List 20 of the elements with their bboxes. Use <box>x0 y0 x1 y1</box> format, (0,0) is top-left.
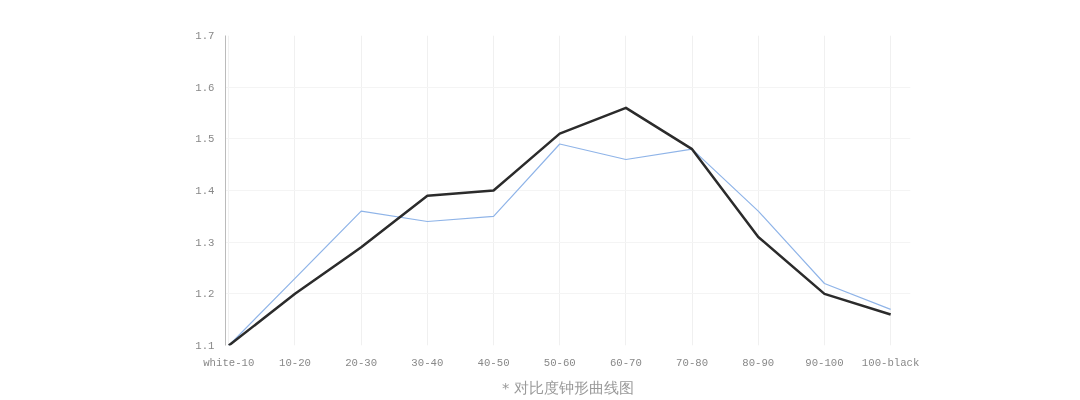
y-tick-label: 1.5 <box>195 133 215 146</box>
x-tick-label: 30-40 <box>411 356 444 369</box>
x-tick-label: white-10 <box>203 356 255 369</box>
y-tick-label: 1.3 <box>195 236 215 249</box>
y-tick-label: 1.6 <box>195 81 215 94</box>
y-tick-label: 1.2 <box>195 288 215 301</box>
x-tick-label: 50-60 <box>543 356 576 369</box>
x-tick-label: 90-100 <box>805 356 844 369</box>
x-tick-label: 40-50 <box>477 356 510 369</box>
y-tick-label: 1.1 <box>195 340 215 352</box>
x-tick-label: 60-70 <box>609 356 642 369</box>
y-tick-label: 1.4 <box>195 185 215 197</box>
x-tick-label: 10-20 <box>279 356 311 369</box>
x-tick-label: 80-90 <box>742 356 775 369</box>
y-tick-label: 1.7 <box>195 30 215 42</box>
x-tick-label: 20-30 <box>345 356 378 369</box>
x-tick-label: 70-80 <box>676 356 709 369</box>
x-tick-label: 100-black <box>861 356 920 369</box>
text: * 对比度钟形曲线图 <box>502 378 635 396</box>
line-series <box>227 106 892 346</box>
